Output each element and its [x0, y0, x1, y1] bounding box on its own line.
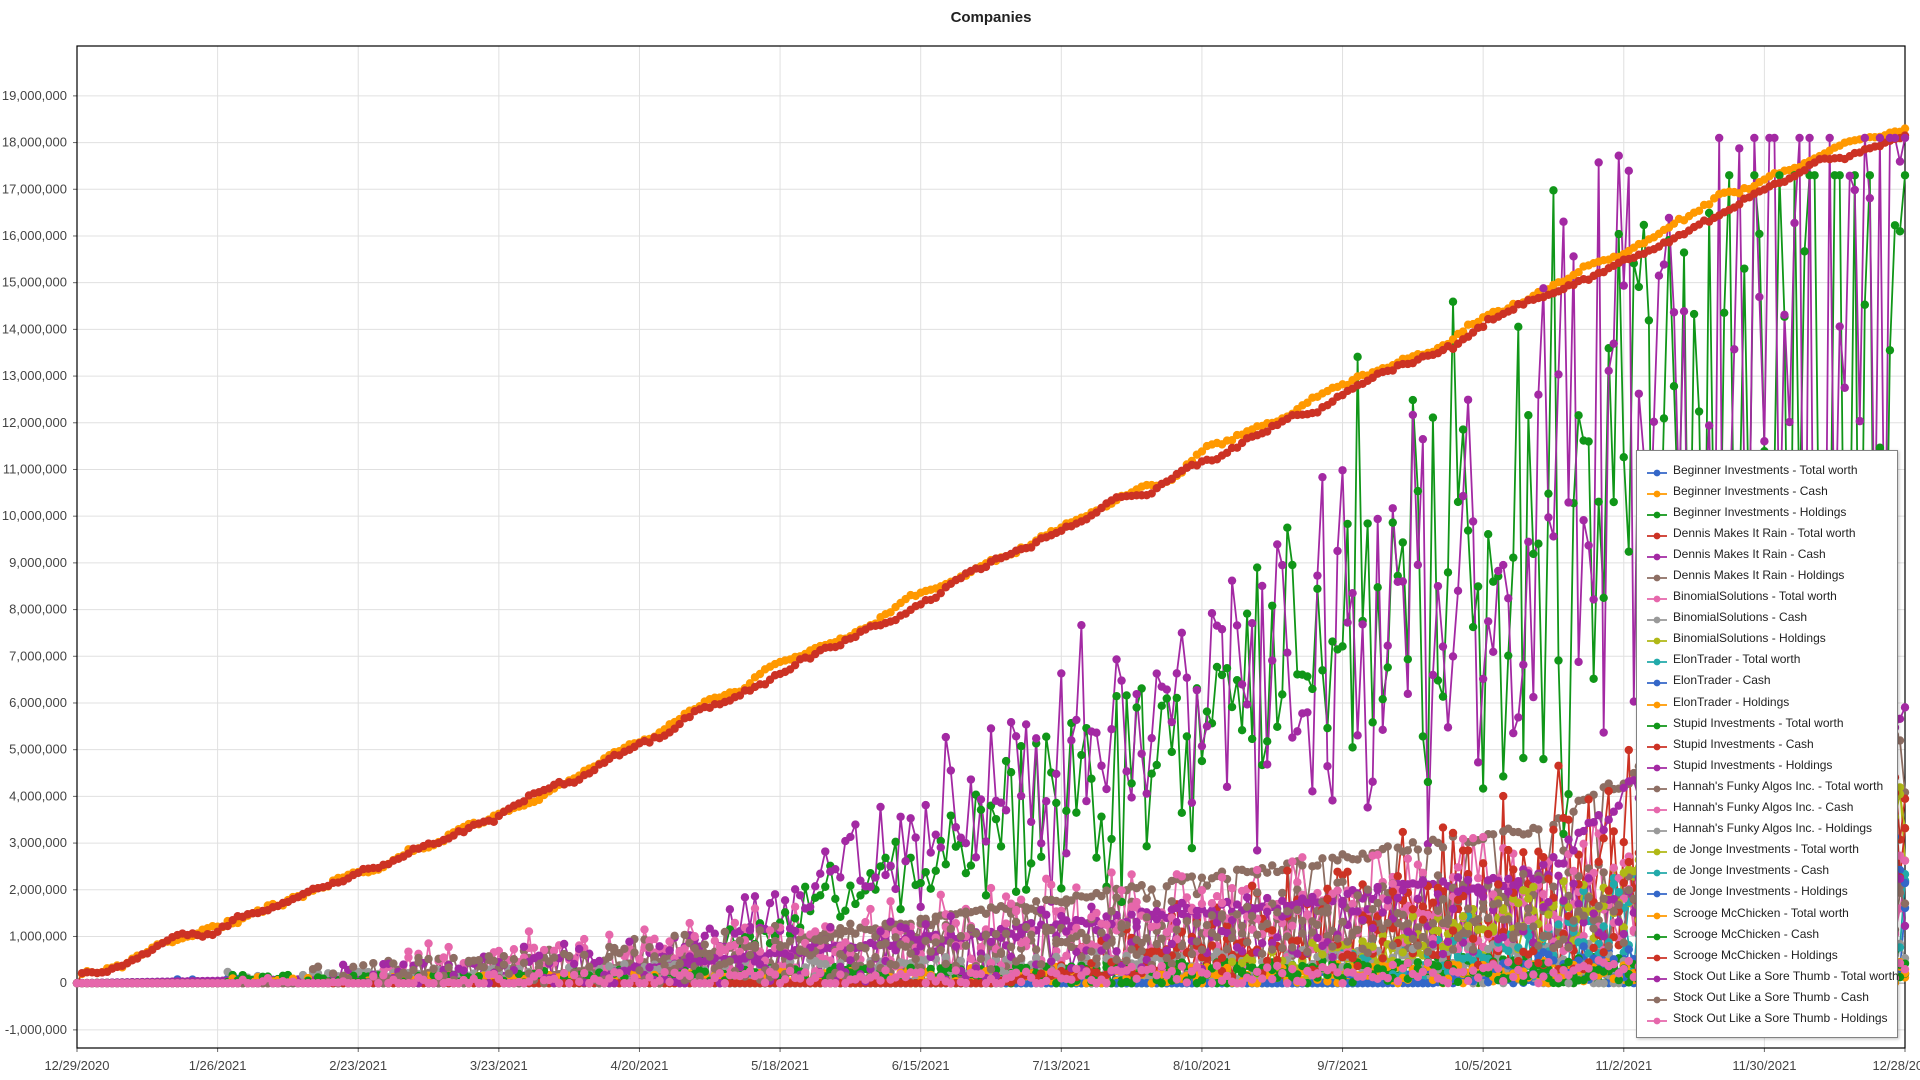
svg-text:11/2/2021: 11/2/2021	[1595, 1058, 1652, 1073]
svg-text:6/15/2021: 6/15/2021	[892, 1058, 950, 1073]
svg-text:10/5/2021: 10/5/2021	[1454, 1058, 1512, 1073]
svg-text:5,000,000: 5,000,000	[9, 742, 67, 757]
svg-text:12/28/2021: 12/28/2021	[1872, 1058, 1920, 1073]
svg-text:0: 0	[60, 975, 67, 990]
svg-text:7/13/2021: 7/13/2021	[1032, 1058, 1090, 1073]
svg-text:19,000,000: 19,000,000	[2, 88, 67, 103]
svg-text:13,000,000: 13,000,000	[2, 368, 67, 383]
svg-text:2/23/2021: 2/23/2021	[329, 1058, 387, 1073]
svg-text:11/30/2021: 11/30/2021	[1732, 1058, 1796, 1073]
svg-text:10,000,000: 10,000,000	[2, 508, 67, 523]
svg-text:15,000,000: 15,000,000	[2, 275, 67, 290]
svg-text:12/29/2020: 12/29/2020	[44, 1058, 109, 1073]
svg-text:17,000,000: 17,000,000	[2, 181, 67, 196]
svg-text:7,000,000: 7,000,000	[9, 648, 67, 663]
svg-text:18,000,000: 18,000,000	[2, 135, 67, 150]
svg-text:3,000,000: 3,000,000	[9, 835, 67, 850]
svg-text:8/10/2021: 8/10/2021	[1173, 1058, 1231, 1073]
svg-text:2,000,000: 2,000,000	[9, 882, 67, 897]
svg-text:12,000,000: 12,000,000	[2, 415, 67, 430]
svg-text:1/26/2021: 1/26/2021	[189, 1058, 247, 1073]
svg-text:5/18/2021: 5/18/2021	[751, 1058, 809, 1073]
svg-text:4,000,000: 4,000,000	[9, 788, 67, 803]
svg-text:6,000,000: 6,000,000	[9, 695, 67, 710]
svg-text:4/20/2021: 4/20/2021	[611, 1058, 669, 1073]
svg-text:16,000,000: 16,000,000	[2, 228, 67, 243]
svg-text:-1,000,000: -1,000,000	[5, 1022, 67, 1037]
svg-text:1,000,000: 1,000,000	[9, 928, 67, 943]
svg-text:14,000,000: 14,000,000	[2, 321, 67, 336]
svg-text:8,000,000: 8,000,000	[9, 602, 67, 617]
svg-text:9/7/2021: 9/7/2021	[1317, 1058, 1368, 1073]
svg-text:11,000,000: 11,000,000	[3, 461, 67, 476]
svg-text:3/23/2021: 3/23/2021	[470, 1058, 528, 1073]
svg-text:9,000,000: 9,000,000	[9, 555, 67, 570]
